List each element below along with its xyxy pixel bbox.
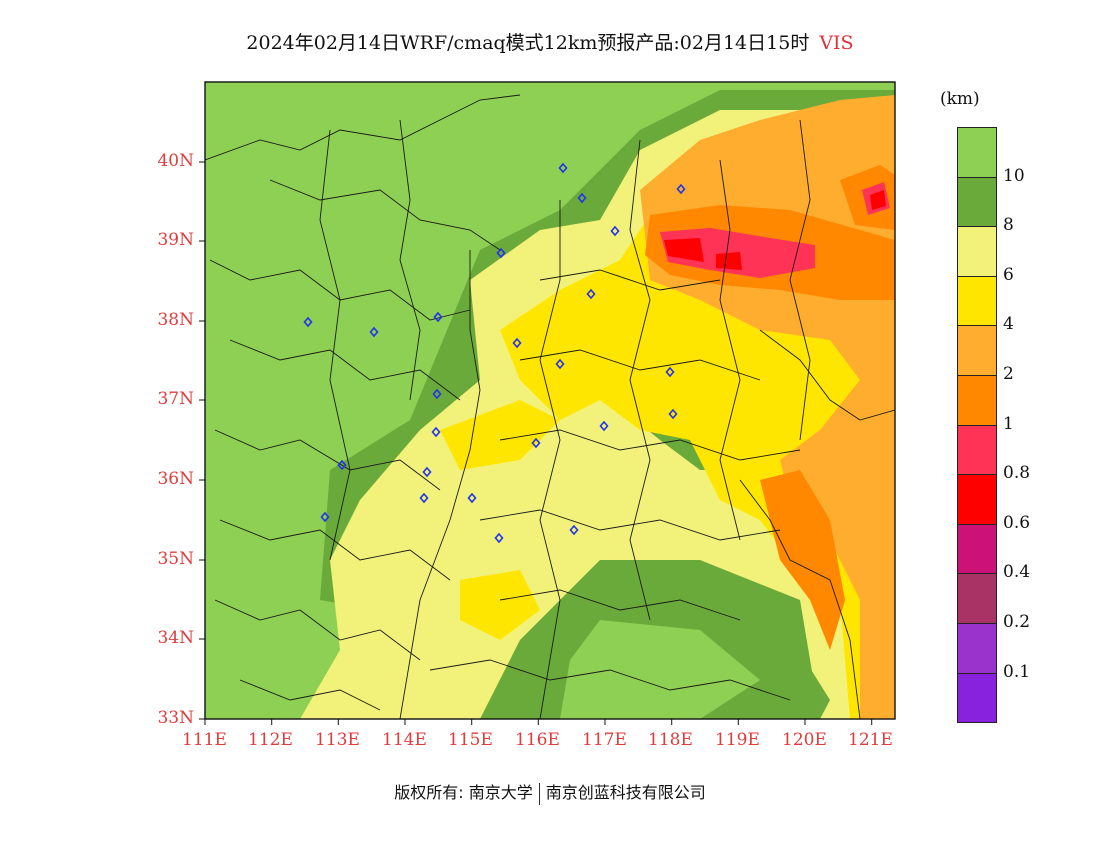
station-marker: [494, 532, 504, 544]
visibility-field: [205, 82, 895, 719]
station-marker: [569, 524, 579, 536]
station-marker: [531, 437, 541, 449]
x-tick-label: 121E: [848, 730, 893, 750]
station-marker: [419, 492, 429, 504]
station-marker: [558, 162, 568, 174]
station-marker: [337, 459, 347, 471]
map-title: 2024年02月14日WRF/cmaq模式12km预报产品:02月14日15时 V…: [0, 28, 1100, 55]
footer: 版权所有: 南京大学 南京创蓝科技有限公司: [0, 779, 1100, 805]
color-bar-swatch: [957, 227, 997, 277]
x-tick-label: 114E: [382, 730, 427, 750]
station-marker: [610, 225, 620, 237]
station-marker: [599, 420, 609, 432]
y-tick-label: 40N: [157, 151, 194, 171]
x-tick-label: 117E: [582, 730, 627, 750]
y-tick-label: 33N: [157, 708, 194, 728]
y-tick-label: 39N: [157, 230, 194, 250]
x-tick-label: 118E: [648, 730, 693, 750]
color-bar-swatch: [957, 177, 997, 228]
color-bar-label: 0.1: [1003, 661, 1031, 682]
color-bar-label: 1: [1003, 413, 1014, 434]
color-bar-swatch: [957, 326, 997, 376]
x-tick-label: 119E: [715, 730, 760, 750]
station-marker: [496, 247, 506, 259]
station-marker: [369, 326, 379, 338]
x-tick-label: 116E: [515, 730, 560, 750]
color-bar-swatch: [957, 623, 997, 674]
color-bar-label: 6: [1003, 264, 1014, 285]
station-marker: [676, 183, 686, 195]
title-variable: VIS: [819, 32, 854, 54]
color-bar-swatch: [957, 475, 997, 525]
x-tick-label: 111E: [182, 730, 227, 750]
color-bar-label: 4: [1003, 314, 1014, 335]
y-tick-label: 35N: [157, 549, 194, 569]
color-bar-swatch: [957, 375, 997, 426]
color-bar-label: 10: [1003, 165, 1025, 186]
boundaries: [205, 94, 895, 719]
station-marker: [586, 288, 596, 300]
y-tick-label: 38N: [157, 310, 194, 330]
footer-separator: [538, 782, 540, 805]
color-bar-label: 0.6: [1003, 512, 1031, 533]
color-bar-swatch: [957, 574, 997, 624]
copyright-text: 版权所有: 南京大学: [394, 783, 533, 802]
company-text: 南京创蓝科技有限公司: [545, 783, 706, 802]
color-bar-label: 0.2: [1003, 612, 1031, 632]
color-bar-swatch: [957, 524, 997, 575]
x-tick-label: 112E: [248, 730, 293, 750]
color-bar-swatch: [957, 425, 997, 476]
y-tick-label: 36N: [157, 469, 194, 489]
color-bar-label: 2: [1003, 364, 1014, 384]
color-bar-label: 8: [1003, 215, 1014, 236]
color-bar-label: 0.8: [1003, 463, 1031, 484]
station-marker: [432, 388, 442, 400]
station-marker: [668, 408, 678, 420]
legend-unit: (km): [940, 89, 980, 109]
color-bar-swatch: [957, 673, 997, 724]
y-tick-label: 34N: [157, 628, 194, 648]
color-bar-label: 0.4: [1003, 562, 1031, 583]
y-tick-label: 37N: [157, 389, 194, 409]
station-marker: [433, 311, 443, 323]
station-markers: [303, 162, 686, 544]
station-marker: [431, 426, 441, 438]
station-marker: [555, 358, 565, 370]
color-bar-swatch: [957, 276, 997, 327]
station-marker: [577, 192, 587, 204]
station-marker: [665, 366, 675, 378]
station-marker: [467, 492, 477, 504]
x-tick-label: 115E: [448, 730, 493, 750]
x-tick-label: 120E: [782, 730, 827, 750]
tick-marks: [199, 161, 873, 725]
color-bar-swatch: [957, 127, 997, 178]
station-marker: [320, 511, 330, 523]
title-main: 2024年02月14日WRF/cmaq模式12km预报产品:02月14日15时: [246, 32, 810, 54]
station-marker: [512, 337, 522, 349]
station-marker: [422, 466, 432, 478]
x-tick-label: 113E: [315, 730, 360, 750]
color-bar: [957, 127, 997, 724]
station-marker: [303, 316, 313, 328]
